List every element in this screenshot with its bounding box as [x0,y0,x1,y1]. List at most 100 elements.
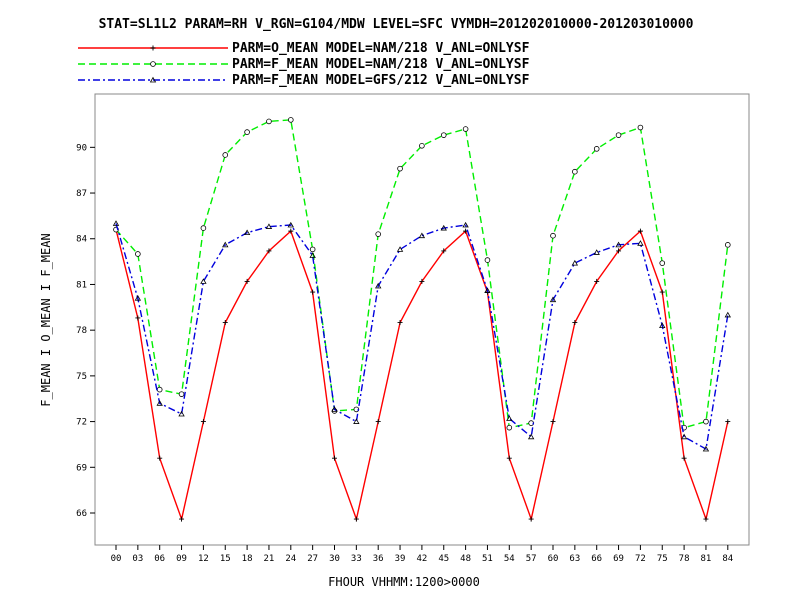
data-point-marker [309,252,316,258]
data-point-marker [157,455,163,461]
y-tick-label: 81 [76,280,87,290]
y-tick-label: 78 [76,326,87,336]
data-point-marker [200,278,207,284]
data-point-marker [287,117,294,123]
data-point-marker [353,516,359,522]
data-point-marker [702,445,710,452]
legend: PARM=O_MEAN MODEL=NAM/218 V_ANL=ONLYSFPA… [78,41,530,88]
data-point-marker [156,400,163,406]
data-point-marker [484,257,491,263]
data-point-marker [637,228,643,234]
x-tick-label: 78 [679,554,690,564]
x-tick-label: 57 [526,554,537,564]
data-point-marker [571,259,579,266]
y-tick-label: 72 [76,418,87,428]
data-point-marker [179,516,185,522]
data-point-marker [200,419,206,425]
legend-label: PARM=F_MEAN MODEL=NAM/218 V_ANL=ONLYSF [232,57,530,72]
data-point-marker [418,232,426,239]
series-3 [112,220,731,452]
data-point-marker [149,76,157,83]
x-axis-label: FHOUR VHHMM:1200>0000 [328,575,480,589]
x-tick-label: 21 [264,554,275,564]
y-tick-label: 90 [76,143,87,153]
data-point-marker [484,287,491,293]
x-tick-label: 12 [198,554,209,564]
series-line [115,229,729,522]
data-point-marker [528,516,534,522]
data-point-marker [637,124,644,131]
chart-title: STAT=SL1L2 PARAM=RH V_RGN=G104/MDW LEVEL… [99,17,694,32]
data-point-marker [659,322,666,328]
data-point-marker [150,45,156,51]
data-point-marker [506,455,512,461]
series-line [115,119,729,429]
data-point-marker [200,225,207,231]
data-point-marker [527,433,535,440]
data-point-marker [112,220,120,226]
y-axis-label: F_MEAN I O_MEAN I F_MEAN [39,233,53,406]
x-tick-label: 30 [329,554,340,564]
data-point-marker [134,294,142,301]
data-point-marker [550,419,556,425]
data-point-marker [615,241,622,248]
data-point-marker [637,240,644,246]
legend-item: PARM=F_MEAN MODEL=NAM/218 V_ANL=ONLYSF [78,57,530,72]
data-point-marker [244,278,250,284]
x-tick-label: 66 [591,554,602,564]
data-point-marker [441,248,447,254]
data-point-marker [243,229,251,236]
data-point-marker [593,146,600,152]
x-tick-label: 72 [635,554,646,564]
x-tick-label: 45 [438,554,449,564]
data-point-marker [594,278,600,284]
series-line [115,223,729,451]
data-point-marker [680,433,688,440]
x-tick-label: 36 [373,554,384,564]
x-tick-label: 81 [701,554,712,564]
data-point-marker [703,418,709,425]
y-axis: 66 69 72 75 78 81 84 87 90 [76,143,95,519]
data-point-marker [725,419,731,425]
series-2 [113,117,731,431]
data-point-marker [287,221,294,228]
x-tick-label: 48 [460,554,471,564]
data-point-marker [572,168,578,175]
data-point-marker [549,296,557,303]
data-point-marker [572,320,578,326]
y-tick-label: 69 [76,463,87,473]
x-tick-label: 00 [111,554,122,564]
x-tick-label: 06 [154,554,165,564]
x-tick-label: 42 [416,554,427,564]
data-point-marker [332,455,337,461]
data-point-marker [396,246,404,252]
x-tick-label: 18 [242,554,253,564]
data-point-marker [310,289,316,295]
data-point-marker [353,418,360,424]
data-point-marker [288,228,294,234]
data-point-marker [178,391,185,397]
x-tick-label: 60 [548,554,559,564]
x-tick-label: 75 [657,554,668,564]
x-tick-label: 51 [482,554,493,564]
x-tick-label: 63 [569,554,580,564]
x-tick-label: 39 [395,554,406,564]
data-point-marker [135,315,141,321]
legend-label: PARM=O_MEAN MODEL=NAM/218 V_ANL=ONLYSF [232,41,530,56]
y-tick-label: 87 [76,189,87,199]
data-point-marker [440,224,447,231]
data-point-marker [397,320,403,326]
y-tick-label: 75 [76,372,87,382]
data-point-marker [309,246,316,253]
data-point-marker [266,248,272,254]
data-point-marker [331,406,338,412]
x-tick-label: 09 [176,554,187,564]
x-axis: 00 03 06 09 12 15 18 21 24 27 30 33 36 39 42 45 48 51 54 57… [111,545,733,564]
data-point-marker [681,455,687,461]
series-layer [112,117,731,522]
plot-frame [94,93,750,546]
series-1 [113,227,731,522]
data-point-marker [135,251,141,257]
data-point-marker [375,231,382,237]
